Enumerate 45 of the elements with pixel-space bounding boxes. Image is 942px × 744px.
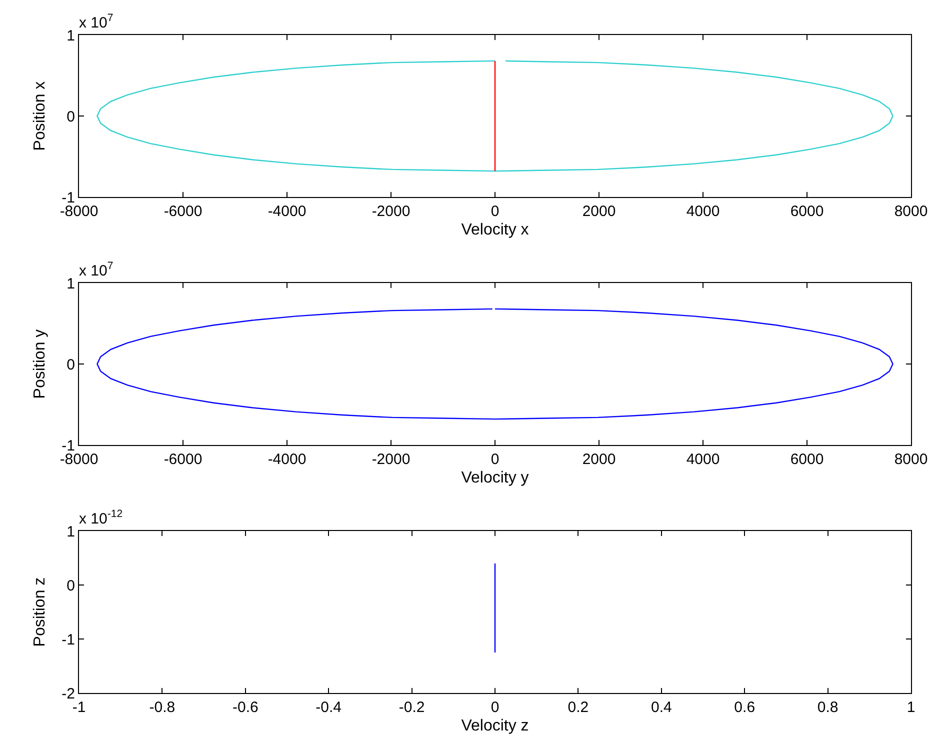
y-axis-title: Position z bbox=[32, 577, 49, 647]
x-axis-title: Velocity x bbox=[461, 222, 529, 239]
x-tick-label: 8000 bbox=[894, 451, 928, 468]
x-tick-label: 0 bbox=[490, 203, 500, 220]
x-tick-label: 0.6 bbox=[734, 699, 756, 716]
text: x 10$^{-12}$ bbox=[79, 508, 123, 528]
x-tick-label: 2000 bbox=[582, 203, 616, 220]
line-series bbox=[96, 60, 894, 172]
x-tick-label: 6000 bbox=[790, 203, 824, 220]
x-tick-label: 0 bbox=[490, 451, 500, 468]
x-tick-label: -0.6 bbox=[232, 699, 258, 716]
x-tick-label: -2000 bbox=[372, 451, 410, 468]
y-tick-label: 1 bbox=[66, 523, 75, 540]
text: x 10$^{7}$ bbox=[79, 12, 114, 32]
text: x 10$^{7}$ bbox=[79, 260, 114, 280]
x-tick-label: 0 bbox=[490, 699, 500, 716]
x-tick-label: 8000 bbox=[894, 203, 928, 220]
y-tick-label: -1 bbox=[62, 631, 75, 648]
x-tick-label: 4000 bbox=[686, 203, 720, 220]
x-tick-label: -6000 bbox=[164, 451, 202, 468]
y-tick-label: 0 bbox=[66, 108, 75, 126]
x-tick-label: -0.8 bbox=[149, 699, 176, 716]
y-tick-label: -2 bbox=[62, 685, 75, 702]
x-tick-label: 2000 bbox=[582, 451, 616, 468]
y-axis-title: Position x bbox=[32, 81, 49, 151]
x-axis-title: Velocity z bbox=[461, 718, 529, 735]
y-tick-label: 1 bbox=[66, 27, 75, 44]
x-tick-label: 4000 bbox=[686, 451, 720, 468]
y-tick-label: 0 bbox=[66, 577, 75, 594]
x-tick-label: -6000 bbox=[164, 203, 202, 220]
x-tick-label: -0.4 bbox=[316, 699, 342, 716]
y-axis-title: Position y bbox=[32, 329, 49, 399]
x-tick-label: -4000 bbox=[268, 451, 306, 468]
x-tick-label: 1 bbox=[906, 699, 916, 716]
line-series bbox=[96, 308, 894, 420]
y-tick-label: 0 bbox=[66, 356, 75, 374]
y-tick-label: 1 bbox=[66, 275, 75, 292]
x-tick-label: -4000 bbox=[268, 203, 306, 220]
x-tick-label: 6000 bbox=[790, 451, 824, 468]
x-tick-label: 0.4 bbox=[650, 699, 672, 716]
x-axis-title: Velocity y bbox=[461, 470, 529, 487]
x-tick-label: -2000 bbox=[372, 203, 410, 220]
x-tick-label: -0.2 bbox=[398, 699, 425, 716]
x-tick-label: 0.2 bbox=[568, 699, 589, 716]
x-tick-label: 0.8 bbox=[817, 699, 838, 716]
